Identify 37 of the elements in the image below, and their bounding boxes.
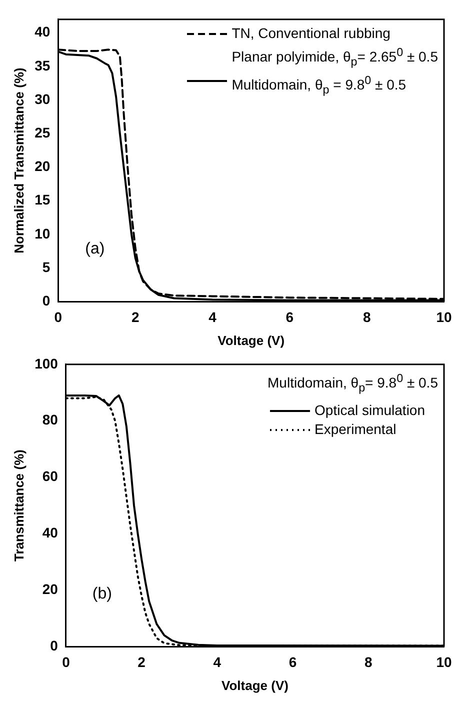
x-tick-label: 2 [131, 308, 140, 325]
y-tick-label: 35 [34, 57, 50, 74]
x-axis-title: Voltage (V) [218, 332, 285, 348]
y-tick-label: 10 [34, 225, 50, 242]
x-tick-label: 10 [436, 308, 452, 325]
legend-label: TN, Conventional rubbing Planar polyimide, θ$_{p}$= 2.65$^{0}$ ± 0.5 [232, 24, 438, 70]
y-axis-title: Normalized Transmittance (%) [11, 68, 26, 254]
y-axis-title: Transmittance (%) [11, 450, 26, 562]
x-tick-label: 8 [364, 654, 372, 670]
y-tick-label: 60 [42, 468, 58, 484]
y-tick-label: 40 [34, 24, 50, 40]
y-tick-label: 20 [42, 581, 58, 598]
x-tick-label: 4 [213, 654, 222, 670]
y-tick-label: 15 [34, 192, 50, 208]
annotation: (a) [85, 240, 105, 258]
legend-title: Multidomain, θ$_{p}$= 9.8$^{0}$ ± 0.5 [268, 371, 438, 396]
legend-label: Multidomain, θ$_{p}$ = 9.8$^{0}$ ± 0.5 [232, 73, 406, 99]
x-tick-label: 10 [436, 654, 452, 670]
legend-label: Experimental [314, 420, 396, 440]
y-tick-label: 0 [42, 292, 50, 308]
y-tick-label: 25 [34, 124, 50, 140]
y-tick-label: 40 [42, 524, 58, 541]
y-tick-label: 100 [34, 355, 58, 372]
y-tick-label: 20 [34, 158, 50, 174]
y-tick-label: 5 [42, 258, 50, 275]
y-tick-label: 80 [42, 412, 58, 428]
x-tick-label: 4 [208, 308, 217, 325]
legend-label: Optical simulation [314, 401, 426, 420]
x-tick-label: 6 [288, 654, 297, 670]
y-tick-label: 0 [50, 637, 58, 654]
x-tick-label: 0 [62, 654, 70, 670]
annotation: (b) [92, 586, 112, 603]
x-axis-title: Voltage (V) [222, 678, 288, 693]
y-tick-label: 30 [34, 90, 50, 107]
x-tick-label: 2 [138, 654, 146, 670]
x-tick-label: 6 [286, 308, 294, 325]
x-tick-label: 8 [362, 308, 371, 325]
